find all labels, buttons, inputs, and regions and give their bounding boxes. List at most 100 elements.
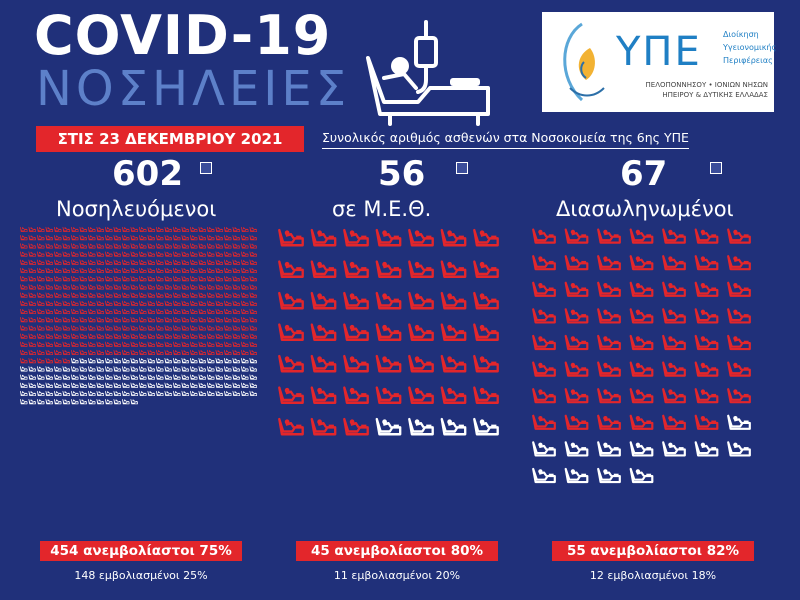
hospital-bed-icon [28, 366, 36, 372]
hospital-bed-icon [122, 235, 130, 241]
hospital-bed-icon [173, 235, 181, 241]
hospital-bed-icon [249, 341, 257, 347]
hospital-bed-icon [122, 284, 130, 290]
hospital-bed-icon [20, 292, 28, 298]
hospital-bed-icon [113, 251, 121, 257]
intubated-bed-icon [694, 281, 719, 297]
hospital-bed-icon [232, 300, 240, 306]
hospital-bed-icon [45, 382, 53, 388]
hospital-bed-icon [62, 317, 70, 323]
icu-bed-icon [440, 354, 467, 373]
hospital-bed-icon [147, 366, 155, 372]
hospital-bed-icon [37, 251, 45, 257]
hospital-bed-icon [130, 399, 138, 405]
icu-bed-icon [408, 354, 434, 373]
hospital-bed-icon [215, 341, 223, 347]
hospital-bed-icon [122, 300, 130, 306]
hospital-bed-icon [190, 382, 198, 388]
hospital-bed-icon [139, 284, 147, 290]
hospital-bed-icon [62, 333, 70, 339]
icu-vaccinated-text: 11 εμβολιασμένοι 20% [333, 569, 461, 582]
icu-bed-icon [343, 228, 369, 247]
hospital-bed-icon [241, 308, 249, 315]
hospital-bed-icon [207, 267, 215, 274]
hospital-bed-icon [130, 358, 138, 364]
hospital-bed-icon [156, 341, 164, 347]
hospital-bed-icon [79, 333, 87, 339]
hospital-bed-icon [96, 226, 104, 233]
icu-bed-icon [473, 417, 499, 436]
hospital-bed-icon [28, 349, 36, 356]
hospital-bed-icon [164, 300, 172, 306]
hospital-bed-icon [241, 390, 249, 397]
hospital-bed-icon [79, 308, 87, 315]
hospital-bed-icon [45, 292, 53, 298]
hospital-bed-icon [147, 292, 155, 298]
hospital-bed-icon [173, 243, 181, 249]
hospital-bed-icon [71, 399, 79, 405]
icu-bed-icon [440, 323, 467, 341]
hospital-bed-icon [88, 358, 96, 364]
icu-bed-icon [375, 260, 402, 278]
hospital-bed-icon [198, 349, 206, 356]
hospital-bed-icon [37, 374, 45, 380]
hospital-bed-icon [20, 333, 28, 339]
hospital-bed-icon [105, 399, 113, 405]
hospital-bed-icon [232, 267, 240, 274]
hospital-bed-icon [190, 259, 198, 265]
hospital-bed-icon [241, 325, 249, 331]
intubated-bed-icon [564, 414, 589, 430]
hospital-bed-icon [190, 358, 198, 364]
hospital-bed-icon [28, 317, 36, 323]
hospital-bed-icon [249, 235, 257, 241]
hospital-bed-icon [147, 333, 155, 339]
hospital-bed-icon [54, 235, 62, 241]
hospital-bed-icon [105, 366, 113, 372]
intubated-total: 67 [620, 154, 668, 194]
hospital-bed-icon [79, 325, 87, 331]
hospital-bed-icon [164, 358, 172, 364]
hospital-bed-icon [147, 276, 155, 282]
hospital-bed-icon [249, 276, 257, 282]
logo-ype-text: ΥΠΕ [616, 29, 702, 75]
hospital-bed-icon [79, 235, 87, 241]
intubated-bed-icon [532, 281, 556, 297]
hospital-bed-icon [96, 366, 104, 372]
intubated-bed-icon [727, 388, 751, 404]
hospital-bed-icon [113, 358, 121, 364]
title-covid: COVID-19 [34, 4, 332, 67]
intubated-label: Διασωληνωμένοι [556, 197, 734, 221]
hospital-bed-icon [156, 358, 164, 364]
hospital-bed-icon [71, 308, 79, 315]
intubated-bed-icon [629, 467, 654, 484]
title-hospitalizations: ΝΟΣΗΛΕΙΕΣ [36, 61, 351, 117]
hospital-bed-icon [207, 259, 215, 265]
hospital-bed-icon [28, 267, 36, 274]
icu-bed-icon [440, 291, 467, 310]
icu-bed-icon [440, 386, 467, 404]
hospital-bed-icon [45, 284, 53, 290]
hospital-bed-icon [147, 390, 155, 397]
hospital-bed-icon [96, 341, 104, 347]
hospital-bed-icon [88, 349, 96, 356]
hospital-bed-icon [164, 317, 172, 323]
hospital-bed-icon [71, 358, 79, 364]
hospital-bed-icon [130, 284, 138, 290]
hospital-bed-icon [130, 226, 138, 233]
icu-icon-grid [278, 228, 499, 436]
hospital-bed-icon [181, 292, 189, 298]
hospital-bed-icon [45, 243, 53, 249]
hospital-bed-icon [130, 333, 138, 339]
hospital-bed-icon [156, 235, 164, 241]
hospital-bed-icon [37, 284, 45, 290]
hospital-bed-icon [96, 300, 104, 306]
intubated-bed-icon [694, 308, 719, 324]
hospital-bed-icon [173, 325, 181, 331]
intubated-bed-icon [727, 361, 751, 377]
hospital-bed-icon [232, 235, 240, 241]
hospital-bed-icon [130, 390, 138, 397]
hospital-bed-icon [181, 251, 189, 257]
hospital-bed-icon [215, 317, 223, 323]
icu-bed-icon [440, 417, 467, 436]
hospital-bed-icon [122, 243, 130, 249]
